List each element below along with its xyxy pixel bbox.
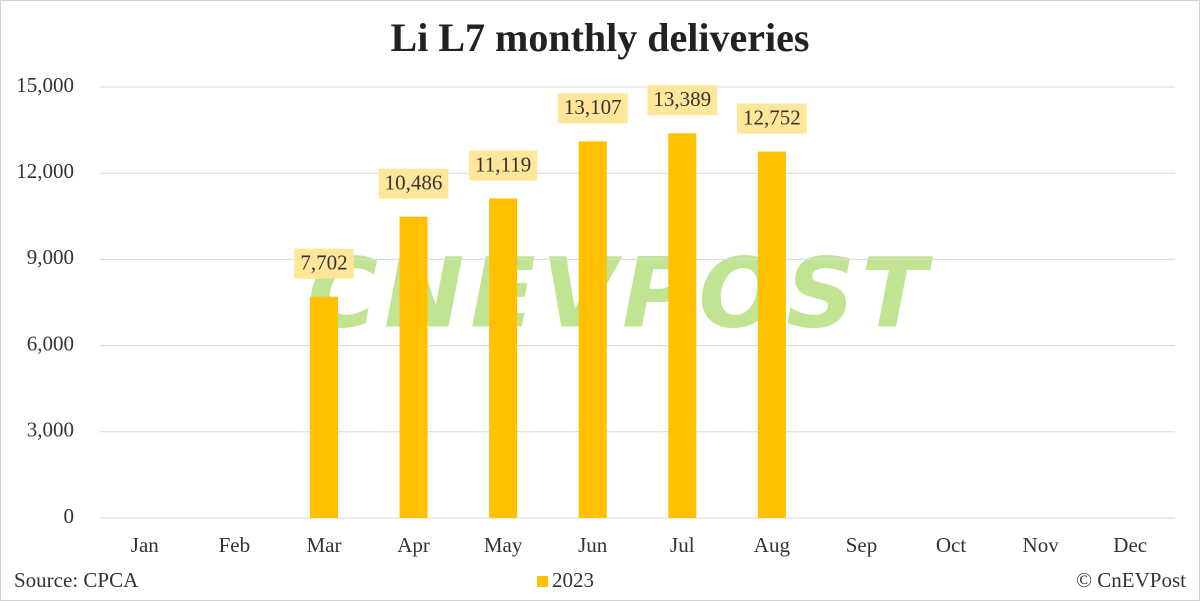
bar [668, 133, 697, 518]
value-label-bg [737, 103, 807, 134]
legend-swatch [537, 576, 548, 587]
y-tick-label: 3,000 [27, 418, 74, 442]
x-tick-label: Feb [219, 533, 251, 557]
x-tick-label: Aug [754, 533, 791, 557]
bar [309, 296, 338, 518]
legend-label: 2023 [552, 568, 594, 592]
x-tick-label: Oct [936, 533, 966, 557]
copyright: © CnEVPost [1076, 568, 1186, 592]
value-label-group: 12,752 [737, 103, 807, 134]
value-label: 13,389 [653, 87, 711, 111]
x-tick-label: Mar [306, 533, 341, 557]
value-label-bg [647, 85, 718, 116]
x-tick-label: Jun [578, 533, 608, 557]
value-label-group: 7,702 [294, 248, 354, 279]
source: Source: CPCA [14, 568, 139, 592]
y-tick-label: 9,000 [27, 245, 74, 269]
y-tick-label: 15,000 [16, 73, 74, 97]
bar [757, 151, 786, 518]
y-tick-label: 12,000 [16, 159, 74, 183]
y-tick-label: 0 [64, 504, 75, 528]
y-tick-label: 6,000 [27, 331, 74, 355]
value-label: 12,752 [743, 105, 801, 129]
value-label: 7,702 [300, 251, 347, 275]
value-label: 13,107 [564, 95, 622, 119]
x-tick-label: Jul [670, 533, 695, 557]
x-tick-label: Apr [397, 533, 430, 557]
x-tick-label: Dec [1113, 533, 1147, 557]
chart-title: Li L7 monthly deliveries [391, 15, 810, 60]
value-label-group: 13,107 [557, 93, 628, 124]
x-tick-label: Sep [846, 533, 878, 557]
bar [489, 198, 518, 518]
value-label: 10,486 [385, 171, 443, 195]
value-label-group: 11,119 [469, 150, 538, 181]
value-label-group: 13,389 [647, 85, 718, 116]
value-label-bg [294, 248, 354, 279]
value-label-bg [557, 93, 628, 124]
value-label-bg [378, 168, 449, 199]
value-label: 11,119 [475, 152, 531, 176]
bar [578, 141, 607, 518]
value-label-bg [469, 150, 538, 181]
x-tick-label: Nov [1023, 533, 1060, 557]
x-tick-label: May [484, 533, 523, 557]
bar [399, 216, 428, 518]
value-label-group: 10,486 [378, 168, 449, 199]
x-tick-label: Jan [131, 533, 159, 557]
